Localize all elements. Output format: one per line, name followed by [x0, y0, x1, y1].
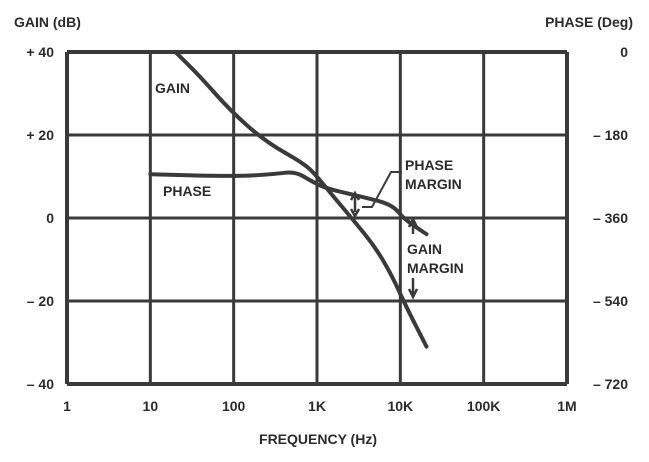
series-label-phase: PHASE: [163, 183, 211, 199]
annotations: GAIN PHASE PHASE MARGIN GAIN MARGIN: [155, 80, 464, 300]
axis-labels: GAIN (dB) PHASE (Deg) FREQUENCY (Hz): [14, 14, 633, 447]
x-tick-label: 100K: [467, 398, 500, 414]
grid: [65, 50, 569, 386]
y2-tick-label: – 720: [593, 376, 628, 392]
x-tick-label: 10K: [387, 398, 413, 414]
y-axis-title: GAIN (dB): [14, 14, 81, 30]
phase-margin-label-1: PHASE: [405, 157, 453, 173]
y2-axis-title: PHASE (Deg): [545, 14, 633, 30]
x-tick-label: 1: [63, 398, 71, 414]
y2-tick-label: 0: [620, 44, 628, 60]
y-tick-label: + 40: [26, 44, 54, 60]
x-tick-label: 10: [143, 398, 159, 414]
phase-margin-leader-line: [362, 171, 402, 208]
gain-margin-label-1: GAIN: [407, 241, 442, 257]
gain-margin-arrow-down: [407, 278, 419, 300]
ticks: 1 10 100 1K 10K 100K 1M + 40 + 20 0 – 20 – 40 0 – 180…: [26, 44, 628, 414]
y2-tick-label: – 540: [593, 293, 628, 309]
y-tick-label: – 20: [27, 293, 54, 309]
gain-margin-arrow-up: [407, 216, 419, 234]
y2-tick-label: – 180: [593, 127, 628, 143]
phase-margin-label-2: MARGIN: [405, 176, 462, 192]
x-tick-label: 100: [222, 398, 246, 414]
series-line-phase: [148, 170, 429, 237]
curves: [148, 50, 429, 349]
series-label-gain: GAIN: [155, 80, 190, 96]
y-tick-label: + 20: [26, 127, 54, 143]
series-line-gain: [173, 50, 429, 349]
x-tick-label: 1K: [308, 398, 326, 414]
x-tick-label: 1M: [557, 398, 576, 414]
y-tick-label: 0: [46, 210, 54, 226]
x-axis-title: FREQUENCY (Hz): [259, 431, 377, 447]
y-tick-label: – 40: [27, 376, 54, 392]
gain-margin-label-2: MARGIN: [407, 260, 464, 276]
y2-tick-label: – 360: [593, 210, 628, 226]
phase-margin-arrow: [349, 190, 361, 219]
